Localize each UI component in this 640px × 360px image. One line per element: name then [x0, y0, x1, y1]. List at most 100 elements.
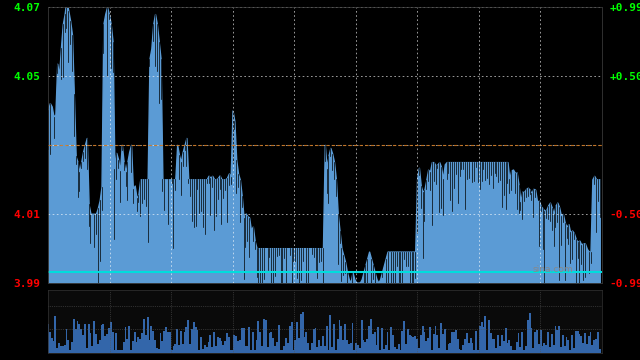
- Bar: [79, 324, 80, 353]
- Bar: [300, 314, 301, 353]
- Bar: [252, 332, 253, 353]
- Bar: [224, 341, 226, 353]
- Bar: [388, 350, 390, 353]
- Bar: [527, 320, 529, 353]
- Bar: [217, 337, 219, 353]
- Bar: [593, 340, 595, 353]
- Bar: [117, 350, 119, 353]
- Bar: [411, 336, 412, 353]
- Bar: [579, 334, 580, 353]
- Bar: [113, 350, 115, 353]
- Bar: [429, 327, 431, 353]
- Bar: [62, 346, 64, 353]
- Bar: [228, 337, 230, 353]
- Bar: [250, 350, 252, 353]
- Bar: [140, 339, 141, 353]
- Bar: [390, 327, 392, 353]
- Bar: [342, 339, 344, 353]
- Bar: [49, 332, 51, 353]
- Bar: [95, 334, 97, 353]
- Bar: [287, 343, 289, 353]
- Bar: [582, 343, 584, 353]
- Bar: [188, 320, 189, 353]
- Bar: [189, 343, 191, 353]
- Bar: [82, 335, 84, 353]
- Bar: [195, 328, 196, 353]
- Bar: [405, 345, 407, 353]
- Bar: [486, 350, 488, 353]
- Bar: [378, 327, 380, 353]
- Bar: [426, 341, 428, 353]
- Bar: [232, 350, 234, 353]
- Bar: [595, 339, 597, 353]
- Bar: [278, 325, 280, 353]
- Bar: [483, 327, 484, 353]
- Bar: [474, 350, 475, 353]
- Bar: [532, 348, 534, 353]
- Bar: [202, 349, 204, 353]
- Bar: [156, 348, 158, 353]
- Bar: [558, 327, 560, 353]
- Bar: [193, 322, 195, 353]
- Bar: [534, 332, 536, 353]
- Bar: [549, 347, 551, 353]
- Bar: [428, 338, 429, 353]
- Bar: [501, 336, 503, 353]
- Bar: [191, 329, 193, 353]
- Bar: [503, 341, 505, 353]
- Bar: [435, 326, 436, 353]
- Bar: [289, 326, 291, 353]
- Bar: [531, 328, 532, 353]
- Bar: [490, 333, 492, 353]
- Bar: [110, 321, 111, 353]
- Bar: [204, 345, 206, 353]
- Bar: [472, 343, 474, 353]
- Bar: [180, 331, 182, 353]
- Bar: [243, 328, 244, 353]
- Bar: [436, 335, 438, 353]
- Bar: [575, 331, 577, 353]
- Bar: [173, 346, 175, 353]
- Bar: [484, 316, 486, 353]
- Bar: [296, 322, 298, 353]
- Bar: [396, 349, 397, 353]
- Bar: [309, 350, 311, 353]
- Bar: [65, 329, 67, 353]
- Bar: [449, 343, 451, 353]
- Bar: [412, 337, 414, 353]
- Bar: [442, 334, 444, 353]
- Bar: [366, 339, 368, 353]
- Bar: [433, 334, 435, 353]
- Bar: [111, 332, 113, 353]
- Bar: [322, 336, 324, 353]
- Bar: [508, 340, 510, 353]
- Bar: [56, 348, 58, 353]
- Bar: [67, 340, 69, 353]
- Bar: [263, 319, 265, 353]
- Bar: [272, 338, 274, 353]
- Bar: [313, 329, 315, 353]
- Bar: [445, 350, 447, 353]
- Bar: [564, 346, 566, 353]
- Bar: [337, 339, 339, 353]
- Bar: [248, 328, 250, 353]
- Bar: [464, 339, 466, 353]
- Bar: [207, 342, 209, 353]
- Bar: [274, 346, 276, 353]
- Bar: [399, 350, 401, 353]
- Bar: [147, 317, 148, 353]
- Bar: [374, 333, 376, 353]
- Bar: [255, 340, 257, 353]
- Bar: [161, 341, 163, 353]
- Bar: [130, 350, 132, 353]
- Bar: [163, 331, 165, 353]
- Bar: [460, 350, 462, 353]
- Bar: [152, 331, 154, 353]
- Bar: [588, 336, 589, 353]
- Bar: [357, 346, 359, 353]
- Bar: [551, 334, 553, 353]
- Bar: [150, 326, 152, 353]
- Bar: [385, 345, 387, 353]
- Bar: [444, 329, 445, 353]
- Bar: [349, 343, 351, 353]
